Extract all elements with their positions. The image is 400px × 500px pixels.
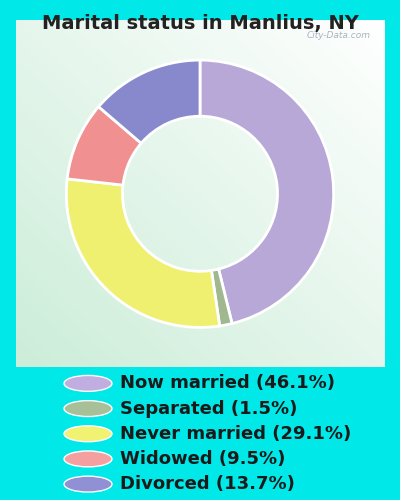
Wedge shape: [66, 179, 220, 328]
Circle shape: [64, 476, 112, 492]
Wedge shape: [67, 106, 141, 185]
Text: Never married (29.1%): Never married (29.1%): [120, 425, 351, 443]
Circle shape: [64, 400, 112, 416]
Text: Now married (46.1%): Now married (46.1%): [120, 374, 335, 392]
Text: Separated (1.5%): Separated (1.5%): [120, 400, 297, 417]
Wedge shape: [98, 60, 200, 144]
Text: Widowed (9.5%): Widowed (9.5%): [120, 450, 285, 468]
Circle shape: [64, 451, 112, 467]
Circle shape: [64, 376, 112, 392]
Wedge shape: [212, 269, 232, 326]
Text: Marital status in Manlius, NY: Marital status in Manlius, NY: [42, 14, 358, 33]
Text: Divorced (13.7%): Divorced (13.7%): [120, 475, 295, 493]
Text: City-Data.com: City-Data.com: [307, 30, 371, 40]
Wedge shape: [200, 60, 334, 324]
Circle shape: [64, 426, 112, 442]
